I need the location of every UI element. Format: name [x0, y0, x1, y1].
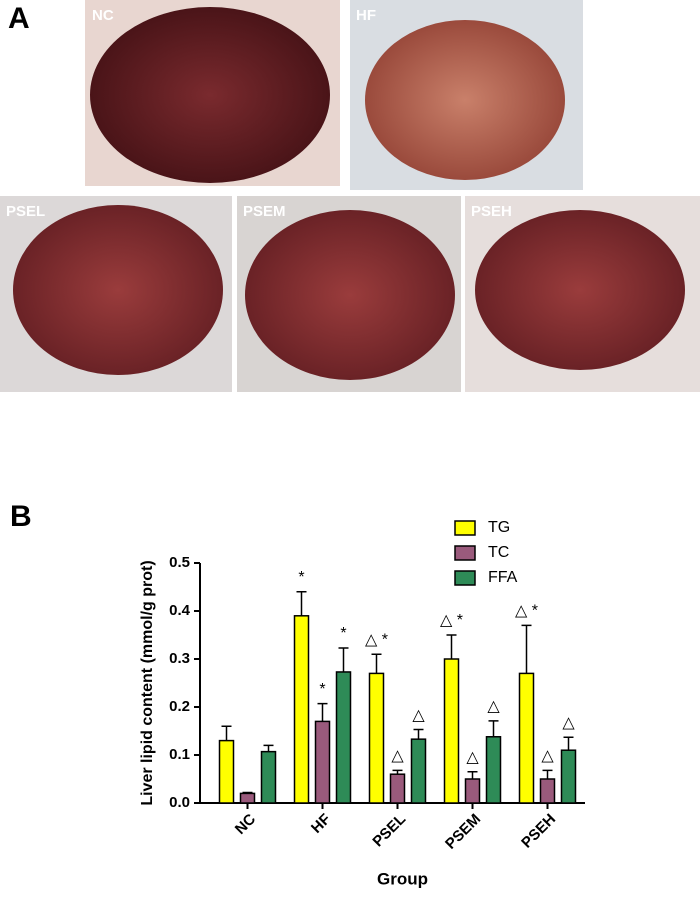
photo: HF — [350, 0, 583, 190]
panel-label: A — [8, 2, 30, 35]
photo: PSEH — [465, 196, 700, 392]
panel-label: B — [10, 500, 32, 533]
x-tick-label: PSEH — [518, 811, 559, 852]
photo-label: PSEH — [471, 203, 512, 220]
y-tick-label: 0.0 — [169, 794, 190, 811]
legend-swatch — [454, 570, 476, 586]
y-tick-label: 0.2 — [169, 698, 190, 715]
bar — [560, 749, 577, 804]
error-bar — [467, 771, 478, 779]
y-tick-label: 0.1 — [169, 746, 190, 763]
bar — [218, 739, 235, 804]
error-bar — [521, 624, 532, 674]
error-bar — [242, 791, 253, 794]
legend-label: TC — [488, 544, 509, 561]
photo-label: HF — [356, 7, 376, 24]
annotation: △ — [487, 698, 500, 715]
photo: NC — [85, 0, 340, 186]
photo-label: NC — [92, 7, 114, 24]
annotation: △ — [562, 714, 575, 731]
error-bar — [263, 744, 274, 752]
error-bar — [371, 653, 382, 674]
x-tick-label: PSEL — [369, 811, 409, 851]
error-bar — [392, 769, 403, 775]
bar — [260, 750, 277, 804]
photo: PSEM — [237, 196, 461, 392]
bar — [239, 792, 256, 804]
bar — [464, 778, 481, 804]
x-axis-label: Group — [377, 869, 428, 888]
bar — [410, 738, 427, 804]
annotation: △ * — [365, 631, 388, 648]
y-axis-label: Liver lipid content (mmol/g prot) — [139, 560, 156, 805]
bar — [314, 720, 331, 804]
bar — [518, 672, 535, 804]
bar — [335, 671, 352, 804]
legend-swatch — [454, 545, 476, 561]
bar — [539, 778, 556, 804]
chart: 0.0 0.1 0.2 0.3 0.4 0.5 Liver lipid content (m… — [139, 519, 585, 888]
annotation: * — [340, 625, 346, 642]
y-tick-label: 0.5 — [169, 554, 190, 571]
bar — [443, 658, 460, 804]
annotation: △ — [466, 749, 479, 766]
x-tick-label: PSEM — [442, 811, 484, 853]
error-bar — [338, 647, 349, 672]
annotation: △ * — [440, 612, 463, 629]
photo-label: PSEM — [243, 203, 286, 220]
legend-label: TG — [488, 519, 510, 536]
x-tick-label: HF — [308, 811, 334, 837]
error-bar — [488, 720, 499, 737]
error-bar — [221, 725, 232, 741]
annotation: △ — [541, 748, 554, 765]
bar — [368, 672, 385, 804]
error-bar — [542, 769, 553, 779]
annotation: * — [319, 681, 325, 698]
error-bar — [413, 728, 424, 740]
photo: PSEL — [0, 196, 232, 392]
annotation: △ — [391, 748, 404, 765]
annotation: △ — [412, 707, 425, 724]
error-bar — [317, 702, 328, 722]
error-bar — [446, 634, 457, 659]
bar — [293, 615, 310, 804]
bar — [389, 773, 406, 804]
annotation: △ * — [515, 603, 538, 620]
photo-label: PSEL — [6, 203, 45, 220]
x-tick-label: NC — [232, 811, 259, 838]
y-tick-label: 0.3 — [169, 650, 190, 667]
error-bar — [563, 736, 574, 751]
legend-swatch — [454, 520, 476, 536]
error-bar — [296, 591, 307, 616]
y-tick-label: 0.4 — [169, 602, 191, 619]
bar — [485, 736, 502, 804]
legend-label: FFA — [488, 569, 518, 586]
annotation: * — [298, 569, 304, 586]
